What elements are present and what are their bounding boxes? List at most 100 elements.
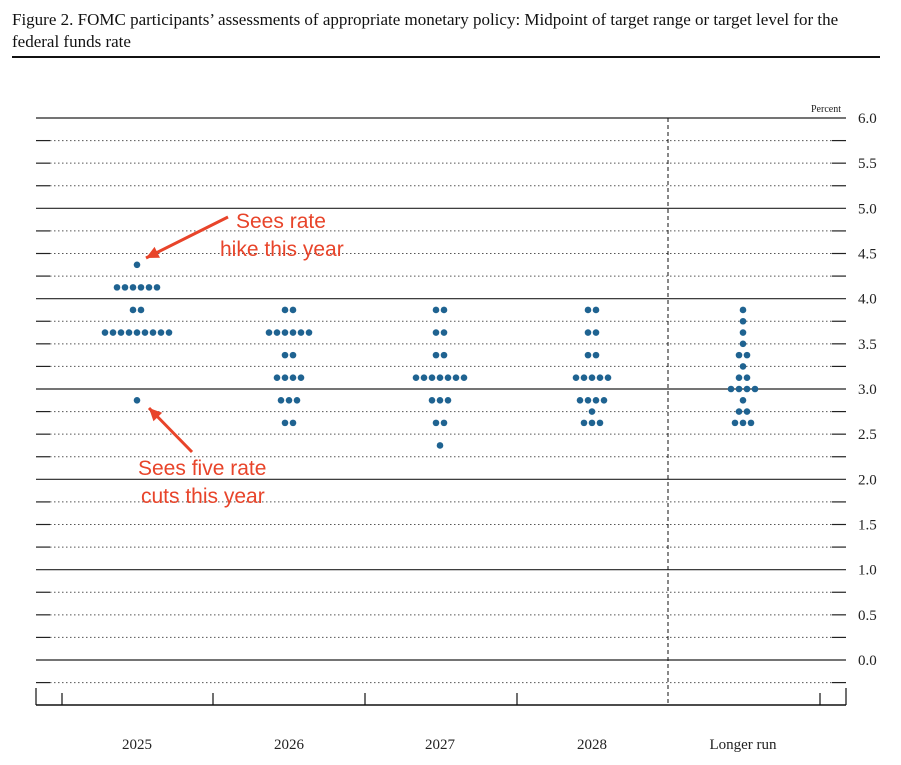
dot	[739, 396, 747, 404]
dot	[125, 329, 133, 336]
dot	[735, 408, 743, 415]
y-tick-label: 4.0	[858, 292, 877, 308]
dot	[739, 329, 747, 336]
dot	[117, 329, 125, 336]
y-tick-label: 1.5	[858, 518, 877, 534]
dot	[588, 419, 596, 427]
dot	[584, 329, 592, 336]
dot	[109, 329, 117, 336]
dot	[289, 329, 297, 336]
annotation-hike-line1: Sees rate	[236, 210, 326, 233]
dot	[727, 385, 735, 393]
dot	[432, 351, 440, 359]
dot	[584, 306, 592, 314]
title-rule	[12, 56, 880, 58]
dot	[281, 351, 289, 359]
dot	[121, 284, 129, 291]
dot	[281, 329, 289, 336]
dot	[432, 419, 440, 427]
x-tick-label: 2028	[577, 737, 607, 753]
dot	[452, 374, 460, 382]
dot	[731, 419, 739, 427]
dot	[572, 374, 580, 382]
dot	[576, 396, 584, 404]
dot	[743, 385, 751, 393]
dot	[412, 374, 420, 382]
dot	[751, 385, 759, 393]
y-axis-label: Percent	[811, 104, 841, 115]
dot	[420, 374, 428, 382]
dot	[129, 306, 137, 314]
dot	[297, 329, 305, 336]
dot	[436, 396, 444, 404]
y-tick-label: 6.0	[858, 111, 877, 127]
dot	[273, 374, 281, 382]
dot	[428, 396, 436, 404]
y-tick-label: 4.5	[858, 247, 877, 263]
dot	[743, 374, 751, 382]
dot	[444, 374, 452, 382]
annotation-hike-line2: hike this year	[220, 238, 344, 261]
y-tick-label: 1.0	[858, 563, 877, 579]
dot	[265, 329, 273, 336]
dot	[277, 396, 285, 404]
dot	[133, 329, 141, 336]
dot	[440, 306, 448, 314]
dot	[165, 329, 173, 336]
dot	[735, 374, 743, 382]
dot	[743, 408, 751, 415]
dot	[297, 374, 305, 382]
dot	[735, 351, 743, 359]
dot	[289, 419, 297, 427]
y-tick-label: 3.0	[858, 382, 877, 398]
dot	[592, 329, 600, 336]
x-tick-label: Longer run	[709, 737, 777, 753]
dot	[281, 374, 289, 382]
dot	[592, 351, 600, 359]
dot	[432, 306, 440, 314]
dot	[596, 419, 604, 427]
x-tick-label: 2025	[122, 737, 152, 753]
dot	[584, 396, 592, 404]
y-tick-label: 2.5	[858, 427, 877, 443]
dot	[436, 442, 444, 449]
dot	[293, 396, 301, 404]
dot	[133, 261, 141, 269]
dot	[584, 351, 592, 359]
dot	[440, 351, 448, 359]
dot	[141, 329, 149, 336]
dot	[113, 284, 121, 291]
dot	[101, 329, 109, 336]
x-tick-label: 2027	[425, 737, 456, 753]
dot	[460, 374, 468, 382]
arrow-cuts-head	[149, 408, 163, 422]
y-tick-label: 5.5	[858, 156, 877, 172]
dot	[149, 329, 157, 336]
dot	[285, 396, 293, 404]
y-tick-label: 5.0	[858, 201, 877, 217]
dot	[739, 306, 747, 314]
dot	[281, 419, 289, 427]
y-tick-label: 3.5	[858, 337, 877, 353]
dot	[428, 374, 436, 382]
dot	[739, 340, 747, 348]
dot	[747, 419, 755, 427]
dot	[137, 284, 145, 291]
dot	[588, 374, 596, 382]
dot	[436, 374, 444, 382]
dot	[743, 351, 751, 359]
dot	[157, 329, 165, 336]
y-tick-label: 0.5	[858, 608, 877, 624]
dot	[444, 396, 452, 404]
dot	[289, 306, 297, 314]
dot	[592, 396, 600, 404]
dot	[604, 374, 612, 382]
dot	[145, 284, 153, 291]
dot	[588, 408, 596, 415]
dot	[273, 329, 281, 336]
dot	[440, 419, 448, 427]
y-tick-label: 2.0	[858, 472, 877, 488]
dot	[440, 329, 448, 336]
dot	[289, 374, 297, 382]
